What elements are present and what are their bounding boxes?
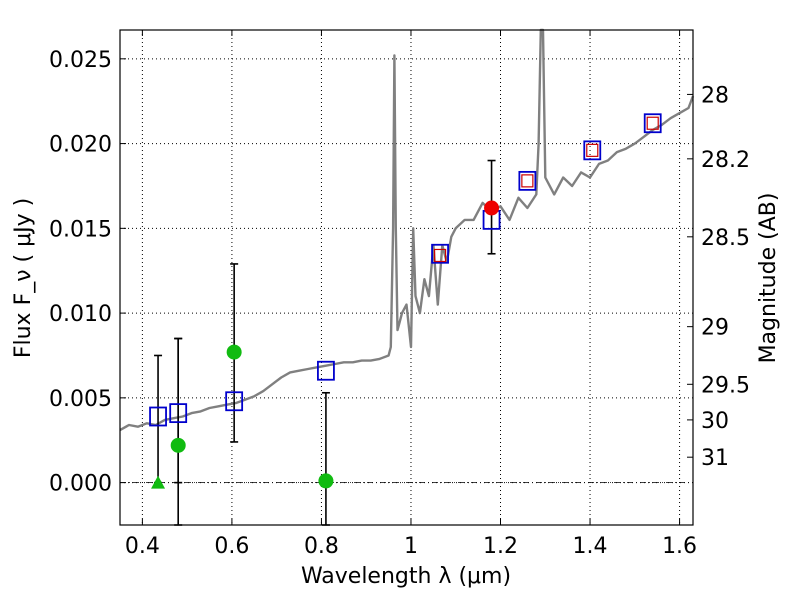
- grid-lines: [120, 30, 693, 525]
- model-photometry-square: [518, 170, 537, 191]
- spectrum-layer: [119, 28, 695, 432]
- y2-tick-label: 28: [701, 83, 729, 108]
- y-tick-label: 0.000: [49, 472, 112, 497]
- observed-square: [646, 116, 659, 130]
- y-tick-label: 0.025: [49, 48, 112, 73]
- data-point-circle: [170, 437, 186, 453]
- y2-axis-label: Magnitude (AB): [756, 193, 781, 364]
- model-photometry-square: [317, 360, 335, 381]
- error-bar-layer: [154, 159, 496, 526]
- model-photometry-square: [225, 391, 244, 412]
- model-photometry-square: [643, 113, 662, 134]
- y2-axis-label-text: Magnitude (AB): [756, 193, 781, 364]
- observed-square: [586, 143, 599, 157]
- x-tick-label: 0.8: [304, 534, 339, 559]
- x-tick-label: 1.6: [662, 534, 697, 559]
- data-point-circle: [318, 473, 334, 489]
- y2-tick-label: 29.5: [701, 373, 750, 398]
- y-tick-label: 0.020: [49, 133, 112, 158]
- data-point-circle: [226, 344, 242, 360]
- model-photometry-square: [583, 140, 602, 161]
- spectrum-line: [119, 28, 695, 432]
- observed-square: [521, 174, 534, 188]
- x-axis-label: Wavelength λ (μm): [301, 564, 511, 589]
- tick-layer: 0.4 0.6 0.8 1 1.2 1.4 1.6 0.000 0.005 0.010 0.015 0…: [49, 30, 750, 559]
- y-tick-label: 0.005: [49, 387, 112, 412]
- plot-frame: [119, 29, 694, 526]
- y-tick-label: 0.015: [49, 217, 112, 242]
- model-photometry-square: [169, 403, 188, 424]
- model-photometry-square: [431, 243, 449, 264]
- y-tick-label: 0.010: [49, 302, 112, 327]
- y2-tick-label: 30: [701, 409, 729, 434]
- x-tick-label: 1.4: [573, 534, 608, 559]
- marker-layer: [149, 113, 662, 489]
- x-tick-label: 1.2: [483, 534, 518, 559]
- y2-tick-label: 28.5: [701, 226, 750, 251]
- x-axis-label-text: Wavelength λ (μm): [301, 564, 511, 589]
- data-point-circle: [484, 200, 500, 216]
- x-tick-label: 1: [404, 534, 418, 559]
- upper-limit-triangle: [151, 475, 166, 489]
- observed-square: [433, 248, 447, 263]
- y2-tick-label: 31: [701, 446, 729, 471]
- model-photometry-square: [149, 406, 167, 427]
- x-tick-label: 0.4: [125, 534, 160, 559]
- x-tick-label: 0.6: [214, 534, 249, 559]
- y-axis-label-text: Flux F_ν ( μJy ): [11, 198, 36, 358]
- y2-tick-label: 29: [701, 316, 729, 341]
- y-axis-label: Flux F_ν ( μJy ): [11, 198, 36, 358]
- y2-tick-label: 28.2: [701, 148, 750, 173]
